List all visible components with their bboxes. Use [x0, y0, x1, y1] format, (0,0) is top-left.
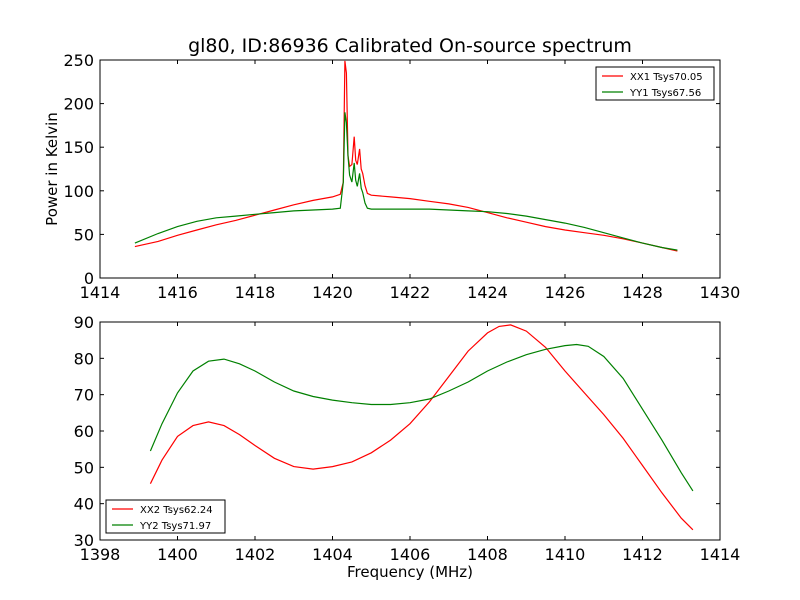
x-tick-label: 1426: [545, 283, 586, 302]
x-tick-label: 1416: [157, 283, 198, 302]
y-tick-label: 150: [63, 138, 94, 157]
legend-label-1: XX2 Tsys62.24: [140, 505, 213, 516]
x-tick-label: 1404: [312, 545, 353, 564]
chart-title: gl80, ID:86936 Calibrated On-source spec…: [188, 35, 632, 57]
legend-label-1: XX1 Tsys70.05: [630, 72, 703, 83]
y-axis-label: Power in Kelvin: [43, 112, 61, 226]
y-tick-label: 200: [63, 95, 94, 114]
x-tick-label: 1422: [390, 283, 431, 302]
y-tick-label: 80: [74, 349, 94, 368]
legend: XX2 Tsys62.24 YY2 Tsys71.97: [105, 499, 226, 534]
series-line-1-1: [134, 60, 678, 252]
series-line-2-2: [149, 343, 694, 492]
y-tick-label: 60: [74, 422, 94, 441]
y-tick-label: 250: [63, 51, 94, 70]
legend-box: [595, 66, 715, 101]
x-tick-label: 1410: [545, 545, 586, 564]
y-tick-label: 50: [74, 458, 94, 477]
x-tick-label: 1420: [312, 283, 353, 302]
top-panel: 1414 1416 1418 1420 1422 1424 1426 1428 1430 0 50 1…: [43, 51, 740, 302]
y-tick-label: 50: [74, 225, 94, 244]
y-tick-label: 30: [74, 531, 94, 550]
x-axis-label: Frequency (MHz): [347, 563, 473, 581]
y-tick-label: 100: [63, 182, 94, 201]
y-tick-label: 40: [74, 495, 94, 514]
x-tick-label: 1418: [235, 283, 276, 302]
x-tick-label: 1428: [622, 283, 663, 302]
y-tick-label: 70: [74, 386, 94, 405]
legend: XX1 Tsys70.05 YY1 Tsys67.56: [595, 66, 715, 101]
x-tick-label: 1402: [235, 545, 276, 564]
y-tick-label: 90: [74, 313, 94, 332]
x-tick-label: 1430: [700, 283, 741, 302]
x-tick-label: 1414: [700, 545, 741, 564]
bottom-panel: 1398 1400 1402 1404 1406 1408 1410 1412 1414 30 40…: [74, 313, 741, 581]
x-tick-label: 1398: [80, 545, 121, 564]
series-line-1-2: [134, 112, 678, 251]
legend-label-2: YY2 Tsys71.97: [139, 521, 211, 532]
legend-label-2: YY1 Tsys67.56: [629, 88, 701, 99]
x-tick-label: 1414: [80, 283, 121, 302]
series-line-2-1: [149, 324, 694, 531]
y-tick-label: 0: [84, 269, 94, 288]
x-tick-label: 1412: [622, 545, 663, 564]
x-tick-label: 1406: [390, 545, 431, 564]
legend-box: [105, 499, 226, 534]
x-tick-label: 1408: [467, 545, 508, 564]
x-tick-label: 1424: [467, 283, 508, 302]
x-tick-label: 1400: [157, 545, 198, 564]
